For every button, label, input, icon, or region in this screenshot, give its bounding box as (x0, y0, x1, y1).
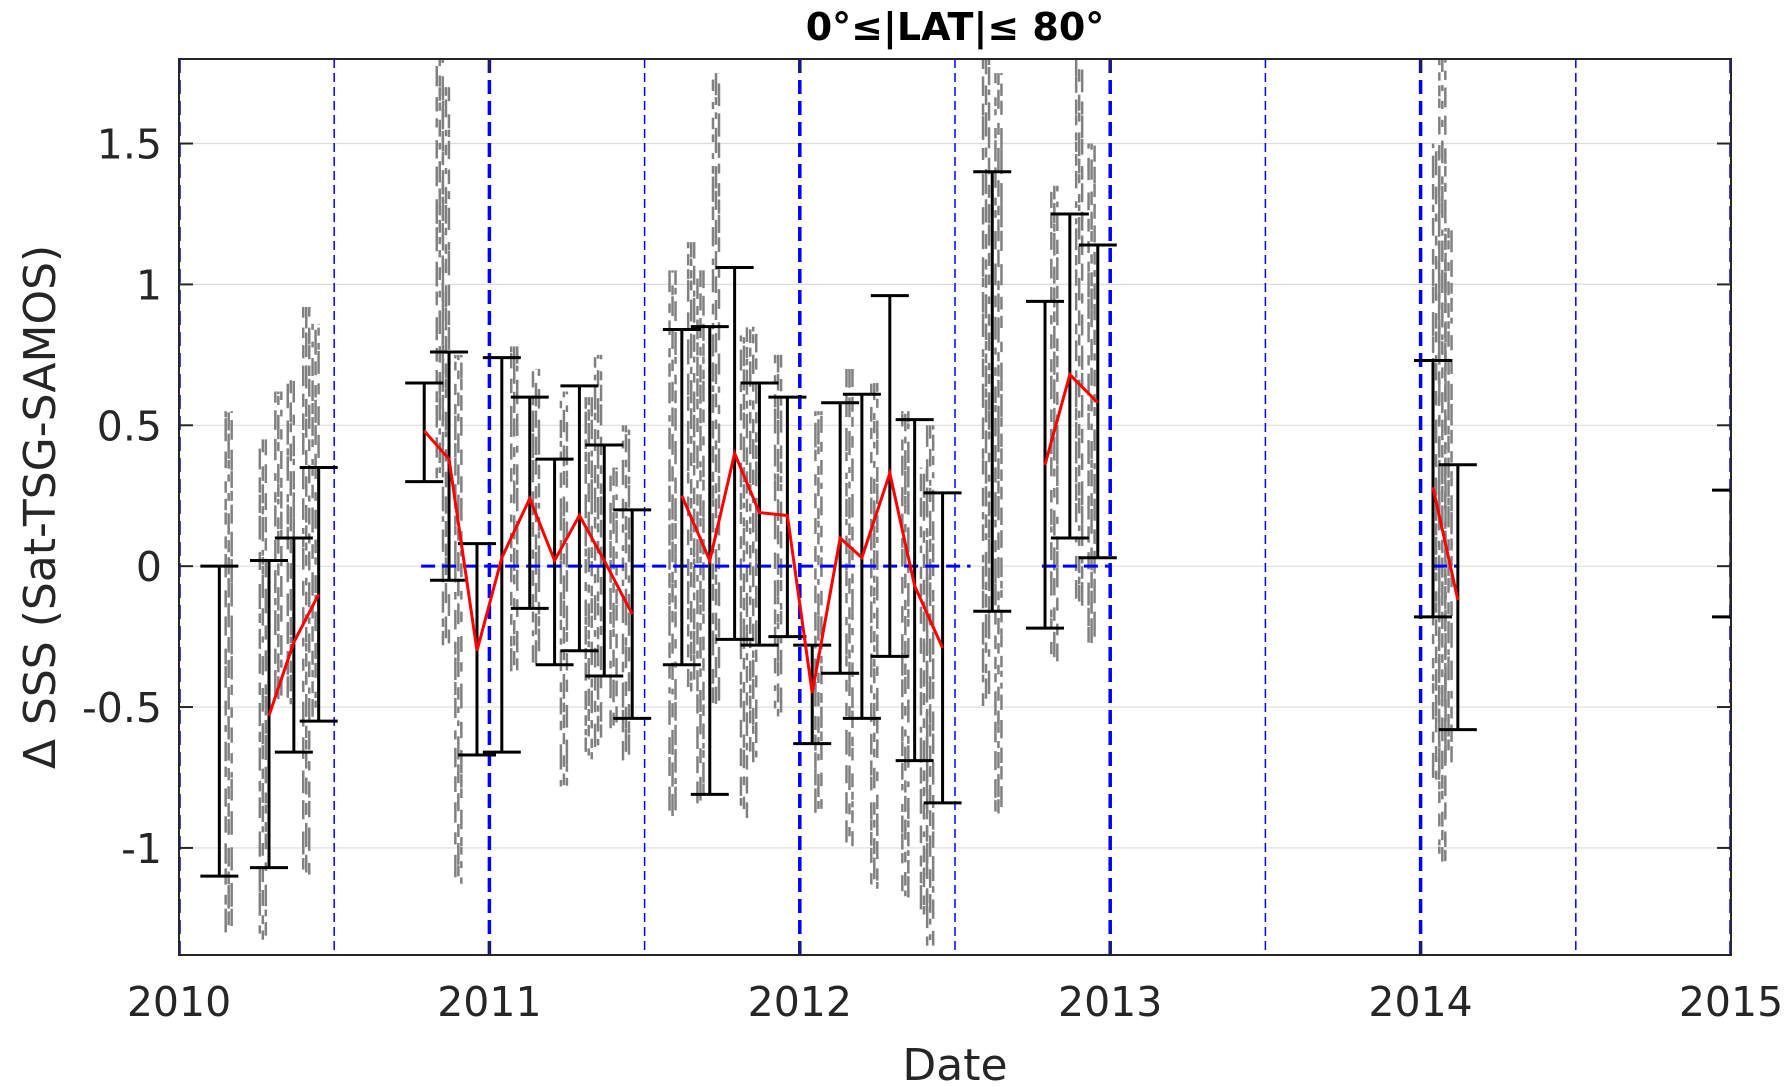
scatter-column (901, 411, 910, 898)
axes-box (178, 58, 1732, 956)
scatter-column (224, 411, 233, 933)
scatter-column (454, 354, 463, 884)
error-bar (973, 170, 1012, 613)
scatter-column (748, 326, 758, 763)
y-axis-label: Δ SSS (Sat-TSG-SAMOS) (15, 245, 66, 769)
y-tick-label: -0.5 (82, 684, 162, 732)
error-bar (200, 564, 239, 878)
scatter-column (686, 242, 696, 692)
scatter-column (711, 73, 721, 704)
scatter-column (1050, 185, 1059, 662)
x-axis: 2010 2011 2012 2013 2014 2015 (127, 59, 1783, 1026)
x-axis-label: Date (902, 1040, 1007, 1087)
x-tick-label: 2014 (1368, 978, 1472, 1026)
scatter-column (559, 391, 569, 787)
scatter-column (1074, 59, 1084, 606)
chart-title: 0°≤|LAT|≤ 80° (806, 5, 1105, 50)
y-tick-label: 0.5 (97, 402, 162, 450)
error-bar (793, 643, 832, 746)
scatter-column (441, 87, 451, 646)
scatter-column (739, 327, 749, 818)
scatter-column (509, 346, 519, 672)
scatter-column (814, 411, 823, 813)
scatter-column (302, 306, 311, 875)
error-bar (1712, 488, 1731, 619)
x-tick-label: 2015 (1679, 978, 1783, 1026)
scatter-column (981, 59, 991, 706)
mean-line (1043, 371, 1099, 466)
mean-line (423, 429, 634, 652)
x-tick-label: 2011 (437, 978, 541, 1026)
mean-line (267, 593, 321, 716)
y-tick-label: 1 (136, 261, 162, 309)
scatter-column (994, 73, 1003, 814)
y-tick-label: 1.5 (97, 121, 162, 169)
x-tick-label: 2012 (748, 978, 852, 1026)
scatter-column (584, 397, 593, 760)
error-bar (895, 418, 934, 763)
scatter-column (258, 439, 268, 940)
y-tick-label: 0 (136, 543, 162, 591)
scatter-column (696, 270, 705, 804)
y-axis: -1 -0.5 0 0.5 1 1.5 (82, 121, 1731, 873)
mean-line (680, 448, 944, 694)
scatter-column (668, 270, 677, 817)
y-tick-label: -1 (121, 825, 162, 873)
x-tick-label: 2013 (1058, 978, 1162, 1026)
plot-area (179, 59, 1731, 955)
scatter-column (621, 425, 631, 761)
mean-line (1431, 486, 1460, 601)
scatter-column (609, 467, 618, 729)
scatter-column (274, 391, 283, 700)
scatter-column (773, 354, 783, 717)
x-tick-label: 2010 (127, 978, 231, 1026)
error-bar (510, 395, 549, 610)
scatter-column (593, 354, 603, 748)
scatter-column (1444, 228, 1453, 763)
scatter-column (870, 383, 879, 889)
scatter-column (845, 368, 854, 847)
